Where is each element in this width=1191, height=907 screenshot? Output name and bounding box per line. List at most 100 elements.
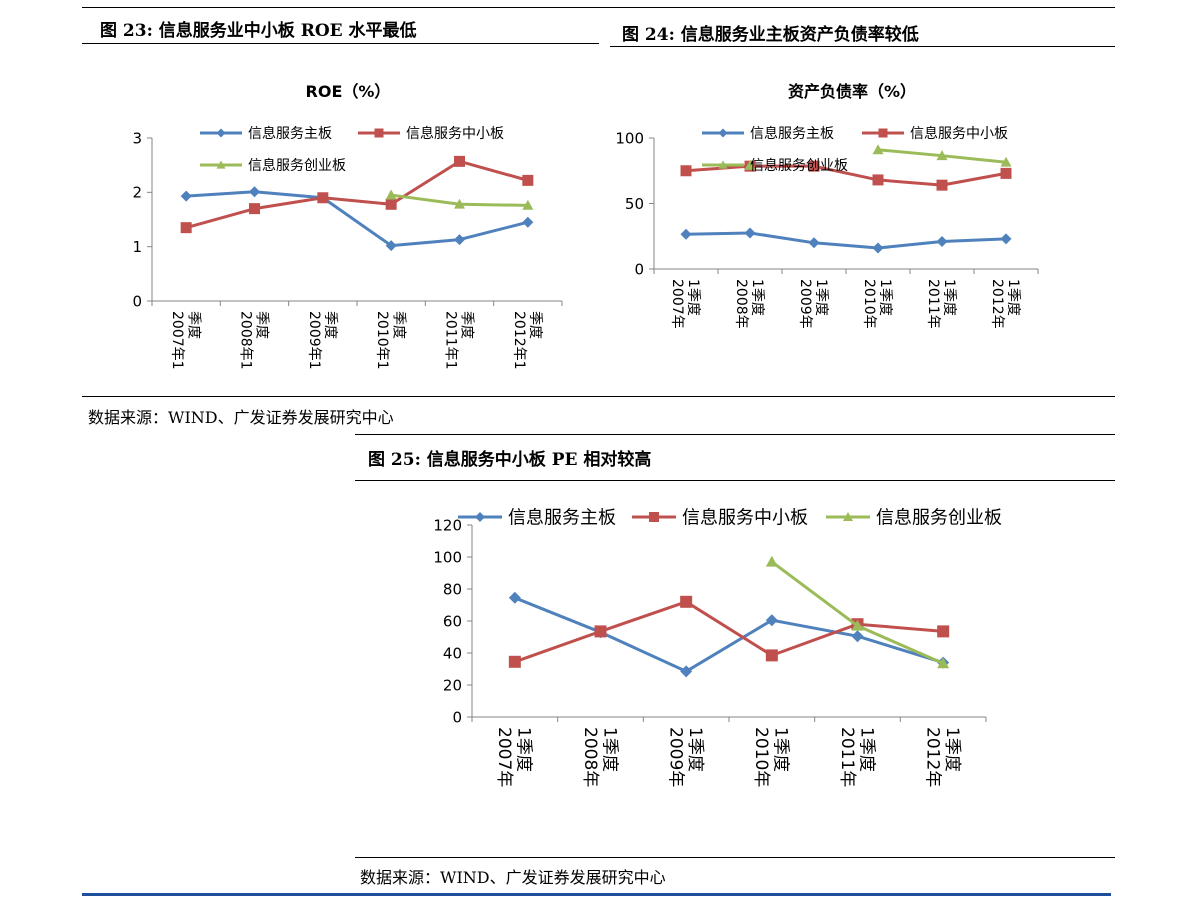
data-point-0-5 (522, 216, 534, 228)
x-tick-label-line: 2008年 (580, 727, 600, 787)
data-point-1-2 (680, 595, 693, 608)
x-tick-label-line: 1季度 (1005, 279, 1021, 316)
data-point-0-1 (249, 186, 260, 198)
x-tick-label-line: 2009年 (665, 727, 685, 787)
figure-24-title-rule (610, 46, 1115, 47)
data-point-1-3 (765, 649, 778, 662)
x-tick-label-line: 2008年1 (238, 311, 254, 370)
figure-25-top-rule (355, 434, 1115, 435)
legend-entry: 信息服务创业板 (750, 157, 848, 174)
x-tick-label-line: 季度 (527, 311, 543, 339)
data-point-0-3 (765, 614, 778, 627)
data-point-0-0 (508, 591, 521, 604)
series-line-0 (514, 596, 944, 673)
y-tick-label: 120 (433, 516, 462, 534)
data-point-2-4 (454, 198, 465, 209)
x-tick-label-line: 1季度 (942, 727, 962, 772)
x-tick-label-line: 2008年 (733, 279, 749, 329)
figure-25-title-rule (355, 480, 1115, 481)
y-tick-label: 0 (452, 708, 462, 726)
x-tick-label-line: 1季度 (877, 279, 893, 316)
legend-entry: 信息服务中小板 (910, 125, 1008, 142)
x-tick-label-line: 季度 (185, 311, 201, 339)
legend-marker-1 (878, 128, 888, 138)
page-footer-bar (82, 893, 1111, 896)
x-tick-label-line: 2010年 (751, 727, 771, 787)
data-point-0-5 (1000, 233, 1012, 245)
data-point-1-5 (1000, 167, 1012, 179)
y-tick-label: 3 (132, 129, 142, 147)
y-tick-label: 100 (615, 129, 644, 147)
series-line-2 (770, 560, 944, 665)
figure-23-title: 图 23: 信息服务业中小板 ROE 水平最低 (100, 21, 417, 41)
x-tick-label-line: 2009年1 (306, 311, 322, 370)
x-tick-label-line: 1季度 (514, 727, 534, 772)
data-point-0-2 (680, 665, 693, 678)
data-point-1-0 (508, 655, 521, 668)
data-point-0-4 (936, 235, 948, 247)
x-tick-label-line: 1季度 (813, 279, 829, 316)
data-point-2-5 (522, 199, 534, 210)
top-source-note: 数据来源：WIND、广发证券发展研究中心 (88, 408, 394, 427)
data-point-1-0 (680, 165, 692, 177)
x-tick-label-line: 2010年 (861, 279, 877, 329)
data-point-2-3 (385, 189, 397, 200)
x-tick-label-line: 1季度 (941, 279, 957, 316)
x-tick-label-line: 2012年1 (511, 311, 527, 370)
data-point-2-5 (1000, 156, 1012, 167)
data-point-0-2 (808, 237, 820, 249)
y-tick-label: 2 (132, 184, 142, 202)
data-point-2-3 (765, 555, 778, 567)
x-tick-label-line: 2007年 (669, 279, 685, 329)
x-tick-label-line: 季度 (254, 311, 270, 339)
legend-marker-2 (718, 160, 728, 169)
legend-marker-2 (843, 512, 853, 521)
data-point-0-0 (680, 228, 692, 240)
data-point-0-0 (180, 190, 192, 202)
series-line-1 (685, 164, 1007, 187)
x-tick-label-line: 季度 (390, 311, 406, 339)
bottom-source-note: 数据来源：WIND、广发证券发展研究中心 (360, 868, 666, 887)
legend-marker-1 (374, 128, 384, 138)
data-point-1-4 (936, 179, 948, 191)
x-tick-label-line: 1季度 (856, 727, 876, 772)
data-point-2-4 (936, 150, 948, 161)
x-tick-label-line: 2011年 (837, 727, 857, 787)
x-tick-label-line: 2010年1 (374, 311, 390, 370)
data-point-1-4 (454, 155, 465, 167)
data-point-2-1 (744, 160, 756, 170)
x-tick-label-line: 季度 (459, 311, 475, 339)
figure-23-title-rule (82, 43, 599, 44)
legend-marker-0 (475, 512, 485, 522)
figure-25-bottom-rule (355, 857, 1115, 858)
x-tick-label-line: 2009年 (797, 279, 813, 329)
x-tick-label-line: 1季度 (685, 279, 701, 316)
data-point-1-2 (317, 192, 329, 204)
data-point-0-4 (851, 630, 864, 643)
data-point-0-3 (385, 240, 397, 252)
data-point-1-1 (594, 625, 607, 638)
series-line-1 (514, 600, 944, 664)
y-tick-label: 100 (433, 548, 462, 566)
data-point-2-5 (937, 657, 950, 669)
legend-entry: 信息服务主板 (508, 507, 616, 528)
data-point-1-1 (249, 203, 260, 215)
y-tick-label: 0 (634, 260, 644, 278)
data-point-1-2 (808, 160, 820, 172)
